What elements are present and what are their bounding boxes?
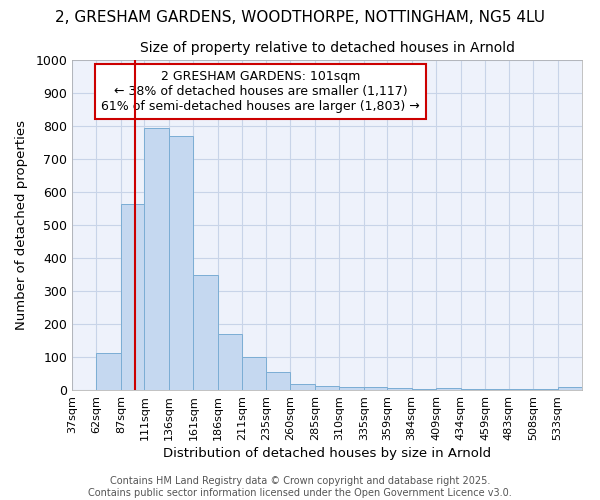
Bar — [121, 204, 145, 390]
Bar — [485, 389, 509, 390]
X-axis label: Distribution of detached houses by size in Arnold: Distribution of detached houses by size … — [163, 447, 491, 460]
Bar — [97, 352, 121, 390]
Bar — [290, 384, 315, 390]
Bar — [436, 388, 461, 390]
Bar — [557, 388, 582, 390]
Bar — [169, 136, 193, 390]
Bar — [387, 388, 412, 390]
Bar — [412, 389, 436, 390]
Bar — [242, 357, 266, 390]
Bar — [315, 386, 339, 390]
Bar — [193, 274, 218, 390]
Bar — [364, 388, 387, 390]
Bar — [339, 386, 364, 390]
Title: Size of property relative to detached houses in Arnold: Size of property relative to detached ho… — [139, 40, 515, 54]
Bar — [461, 389, 485, 390]
Bar — [218, 334, 242, 390]
Bar — [509, 389, 533, 390]
Text: Contains HM Land Registry data © Crown copyright and database right 2025.
Contai: Contains HM Land Registry data © Crown c… — [88, 476, 512, 498]
Bar — [145, 128, 169, 390]
Y-axis label: Number of detached properties: Number of detached properties — [16, 120, 28, 330]
Bar — [266, 372, 290, 390]
Bar — [533, 389, 557, 390]
Text: 2 GRESHAM GARDENS: 101sqm
← 38% of detached houses are smaller (1,117)
61% of se: 2 GRESHAM GARDENS: 101sqm ← 38% of detac… — [101, 70, 420, 113]
Text: 2, GRESHAM GARDENS, WOODTHORPE, NOTTINGHAM, NG5 4LU: 2, GRESHAM GARDENS, WOODTHORPE, NOTTINGH… — [55, 10, 545, 25]
